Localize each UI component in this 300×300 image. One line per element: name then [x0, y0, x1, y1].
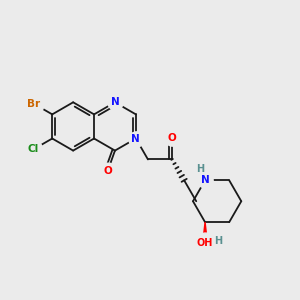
Text: N: N — [201, 175, 209, 185]
Text: N: N — [111, 97, 119, 107]
Text: H: H — [196, 164, 205, 174]
Polygon shape — [203, 222, 207, 243]
Text: O: O — [103, 166, 112, 176]
Text: Br: Br — [27, 98, 40, 109]
Text: H: H — [214, 236, 222, 246]
Text: Cl: Cl — [28, 144, 39, 154]
Text: OH: OH — [197, 238, 213, 248]
Text: N: N — [131, 134, 140, 143]
Text: O: O — [168, 133, 176, 143]
